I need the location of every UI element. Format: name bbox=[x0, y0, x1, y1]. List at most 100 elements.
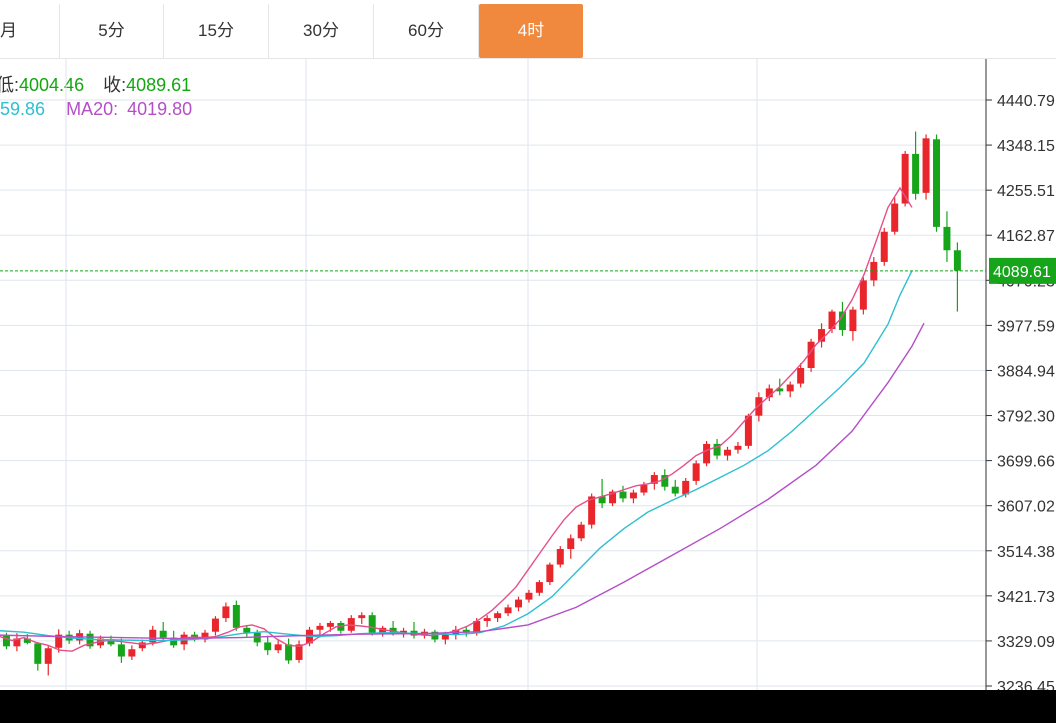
candle-body bbox=[546, 564, 554, 583]
candle-body bbox=[838, 311, 846, 331]
candle-body bbox=[128, 649, 136, 657]
candle-body bbox=[211, 618, 219, 632]
y-tick-label: 3884.94 bbox=[997, 363, 1055, 380]
candle-body bbox=[159, 630, 167, 638]
y-tick-label: 3421.73 bbox=[997, 589, 1055, 606]
candle-body bbox=[650, 475, 658, 484]
candle-body bbox=[389, 627, 397, 633]
candle-body bbox=[368, 615, 376, 633]
candle-body bbox=[797, 367, 805, 384]
ma10-value: 59.86 bbox=[0, 99, 46, 119]
candle-body bbox=[473, 621, 481, 633]
candle-body bbox=[264, 642, 272, 651]
candle-body bbox=[86, 633, 94, 647]
candle-body bbox=[400, 630, 408, 633]
candle-body bbox=[849, 309, 857, 332]
candle-body bbox=[274, 644, 282, 651]
candle-body bbox=[661, 475, 669, 487]
low-label: 低: bbox=[0, 75, 20, 95]
candle-body bbox=[326, 622, 334, 627]
candle-body bbox=[671, 486, 679, 494]
current-price-tag bbox=[989, 257, 1056, 284]
candle-body bbox=[243, 627, 251, 633]
period-tabs: 月 5分 15分 30分 60分 4时 bbox=[0, 0, 1056, 59]
y-tick-label: 3329.09 bbox=[997, 634, 1055, 651]
candle-body bbox=[170, 637, 178, 646]
candle-body bbox=[567, 538, 575, 550]
candle-body bbox=[880, 231, 888, 262]
candle-body bbox=[901, 153, 909, 204]
ohlc-info-row: 低:4004.46 收:4089.61 bbox=[0, 71, 191, 97]
low-value: 4004.46 bbox=[19, 75, 85, 95]
candle-body bbox=[953, 250, 961, 271]
candle-body bbox=[859, 280, 867, 310]
candle-body bbox=[703, 443, 711, 464]
candle-body bbox=[870, 261, 878, 281]
y-tick-label: 3236.45 bbox=[997, 679, 1055, 690]
candle-body bbox=[755, 397, 763, 416]
y-tick-label: 4255.51 bbox=[997, 183, 1055, 200]
candle-body bbox=[818, 329, 826, 342]
candle-body bbox=[441, 634, 449, 640]
y-tick-label: 3607.02 bbox=[997, 499, 1055, 516]
tab-60min[interactable]: 60分 bbox=[374, 4, 479, 58]
candle-body bbox=[316, 625, 324, 630]
candle-body bbox=[912, 153, 920, 194]
close-label: 收: bbox=[103, 75, 127, 95]
y-tick-label: 4162.87 bbox=[997, 228, 1055, 245]
candle-body bbox=[295, 644, 303, 660]
candle-body bbox=[598, 496, 606, 504]
candle-body bbox=[138, 642, 146, 649]
candle-body bbox=[682, 480, 690, 495]
close-value: 4089.61 bbox=[126, 75, 192, 95]
candle-body bbox=[347, 618, 355, 631]
candle-body bbox=[2, 635, 10, 647]
ma-line-ma10 bbox=[0, 270, 913, 642]
candle-body bbox=[577, 524, 585, 539]
candle-body bbox=[619, 491, 627, 499]
candle-body bbox=[609, 491, 617, 504]
candle-body bbox=[379, 627, 387, 633]
candle-body bbox=[765, 388, 773, 398]
candle-body bbox=[692, 463, 700, 481]
candle-body bbox=[713, 443, 721, 456]
candle-body bbox=[107, 639, 115, 645]
tab-4hour[interactable]: 4时 bbox=[479, 4, 583, 58]
bottom-bar bbox=[0, 690, 1056, 723]
candle-body bbox=[734, 445, 742, 450]
candle-body bbox=[828, 311, 836, 330]
tab-5min[interactable]: 5分 bbox=[60, 4, 164, 58]
y-tick-label: 3699.66 bbox=[997, 454, 1055, 471]
y-tick-label: 3514.38 bbox=[997, 544, 1055, 561]
current-price-label: 4089.61 bbox=[993, 264, 1051, 281]
candlestick-chart: 4440.794348.154255.514162.874070.233977.… bbox=[0, 59, 1056, 690]
candle-body bbox=[358, 615, 366, 619]
ma20-value: 4019.80 bbox=[127, 99, 193, 119]
candle-body bbox=[222, 606, 230, 619]
candle-body bbox=[504, 607, 512, 614]
candle-body bbox=[462, 629, 470, 633]
candle-body bbox=[943, 226, 951, 251]
ma-line-ma5 bbox=[0, 186, 913, 652]
candle-body bbox=[933, 139, 940, 227]
candle-body bbox=[117, 644, 125, 657]
candle-body bbox=[55, 634, 63, 648]
tab-15min[interactable]: 15分 bbox=[164, 4, 269, 58]
candle-body bbox=[149, 629, 157, 643]
tab-month[interactable]: 月 bbox=[0, 4, 60, 58]
candle-body bbox=[588, 496, 596, 525]
candle-body bbox=[891, 203, 899, 232]
candle-body bbox=[525, 592, 533, 600]
candle-body bbox=[337, 622, 345, 631]
tab-30min[interactable]: 30分 bbox=[269, 4, 374, 58]
candle-body bbox=[629, 492, 637, 499]
candle-body bbox=[922, 138, 930, 193]
y-tick-label: 4348.15 bbox=[997, 138, 1055, 155]
candle-body bbox=[786, 384, 794, 392]
candle-body bbox=[724, 449, 731, 456]
candle-body bbox=[285, 644, 293, 661]
candle-body bbox=[640, 484, 648, 493]
candle-body bbox=[556, 549, 564, 565]
candle-body bbox=[807, 341, 815, 368]
ma20-label: MA20: bbox=[66, 99, 119, 119]
